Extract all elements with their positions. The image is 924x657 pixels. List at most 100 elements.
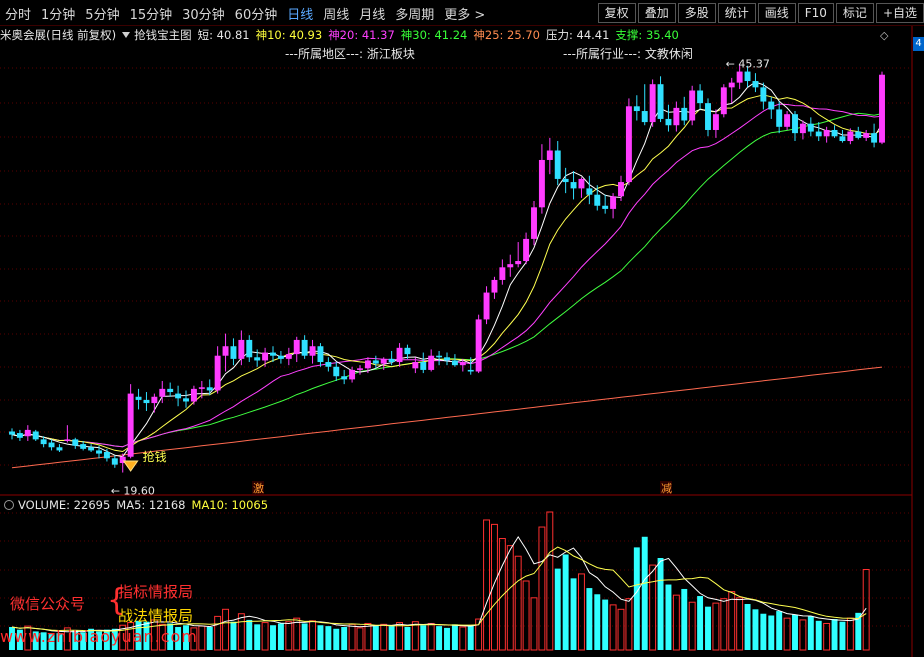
candle-body bbox=[9, 431, 15, 435]
shen20-value: 神20: 41.37 bbox=[328, 28, 395, 42]
volume-bar bbox=[783, 617, 791, 651]
tool-button-3[interactable]: 统计 bbox=[717, 3, 756, 23]
candle-body bbox=[673, 107, 680, 126]
tab-timeframe-3[interactable]: 15分钟 bbox=[129, 7, 173, 23]
tab-timeframe-2[interactable]: 5分钟 bbox=[85, 7, 120, 23]
volume-bar bbox=[712, 602, 720, 651]
volume-bar bbox=[609, 604, 617, 651]
candle-body bbox=[206, 387, 213, 391]
watermark-line1: 指标情报局 bbox=[118, 583, 194, 601]
tab-timeframe-5[interactable]: 60分钟 bbox=[234, 7, 278, 23]
candle-body bbox=[792, 114, 798, 134]
candle-body bbox=[444, 357, 450, 361]
volume-bar bbox=[799, 619, 807, 651]
event-marker-2: 减 bbox=[661, 482, 672, 495]
tab-timeframe-1[interactable]: 1分钟 bbox=[41, 7, 76, 23]
candle-body bbox=[293, 339, 300, 355]
tab-timeframe-4[interactable]: 30分钟 bbox=[182, 7, 225, 23]
tab-timeframe-7[interactable]: 周线 bbox=[323, 7, 350, 23]
candle-body bbox=[420, 362, 427, 370]
volume-bar bbox=[277, 623, 284, 650]
volume-bar bbox=[862, 569, 870, 651]
candle-body bbox=[625, 106, 632, 183]
volume-bar bbox=[135, 620, 142, 650]
tab-timeframe-6[interactable]: 日线 bbox=[287, 7, 314, 23]
candle-body bbox=[222, 346, 229, 356]
tool-button-4[interactable]: 画线 bbox=[757, 3, 796, 23]
volume-bar bbox=[815, 620, 822, 650]
tab-timeframe-0[interactable]: 分时 bbox=[5, 7, 32, 23]
ma-yellow-line bbox=[11, 94, 883, 453]
candle-body bbox=[871, 133, 878, 143]
volume-bar bbox=[697, 596, 704, 650]
tool-button-2[interactable]: 多股 bbox=[677, 3, 716, 23]
candle-body bbox=[855, 131, 862, 138]
ma-green-line bbox=[11, 112, 883, 448]
marker-box bbox=[252, 481, 264, 494]
period-toolbar: 分时 1分钟 5分钟 15分钟 30分钟 60分钟 日线 周线 月线 多周期 更多 > 复权 叠加 多股… bbox=[0, 0, 924, 26]
tool-buttons: 复权 叠加 多股 统计 画线 F10 标记 +自选 bbox=[596, 3, 924, 23]
volume-bar bbox=[143, 621, 150, 650]
volume-bar bbox=[237, 613, 245, 651]
tab-timeframe-10[interactable]: 更多 > bbox=[444, 7, 486, 23]
region-label: ---所属地区---: 浙江板块 bbox=[285, 47, 415, 61]
tool-button-1[interactable]: 叠加 bbox=[637, 3, 676, 23]
tab-timeframe-9[interactable]: 多周期 bbox=[395, 7, 435, 23]
candle-body bbox=[151, 396, 158, 404]
volume-bar bbox=[56, 633, 63, 650]
volume-bar bbox=[158, 623, 166, 651]
candle-body bbox=[159, 388, 166, 397]
volume-bar bbox=[150, 619, 158, 651]
volume-value: VOLUME: 22695 bbox=[18, 498, 111, 512]
volume-info-line: VOLUME: 22695 MA5: 12168 MA10: 10065 bbox=[4, 497, 274, 513]
volume-bar bbox=[831, 619, 838, 650]
tool-button-0[interactable]: 复权 bbox=[597, 3, 636, 23]
candle-body bbox=[578, 178, 585, 189]
volume-bar bbox=[63, 627, 71, 651]
candle-body bbox=[649, 84, 656, 123]
buy-signal-label: 抢钱 bbox=[143, 449, 167, 464]
settings-circle-icon[interactable] bbox=[4, 500, 14, 510]
candle-body bbox=[515, 261, 522, 265]
candle-body bbox=[301, 339, 308, 356]
candle-body bbox=[728, 82, 735, 88]
volume-bar bbox=[514, 555, 522, 651]
industry-label: ---所属行业---: 文教休闲 bbox=[563, 47, 693, 61]
volume-bar bbox=[720, 598, 728, 651]
candle-body bbox=[523, 238, 530, 261]
volume-bar bbox=[24, 625, 32, 651]
candle-body bbox=[483, 292, 490, 320]
candle-body bbox=[847, 131, 854, 142]
tool-button-7[interactable]: +自选 bbox=[875, 3, 924, 23]
dropdown-icon[interactable] bbox=[122, 32, 131, 38]
volume-bar bbox=[744, 604, 751, 650]
volume-bar bbox=[325, 626, 332, 650]
volume-bar bbox=[649, 564, 657, 651]
volume-ma10-line bbox=[11, 546, 867, 632]
volume-bar bbox=[285, 621, 293, 651]
candle-body bbox=[736, 71, 743, 83]
volume-bar bbox=[657, 558, 664, 650]
tool-button-6[interactable]: 标记 bbox=[835, 3, 874, 23]
volume-bar bbox=[198, 625, 206, 651]
indicator-name[interactable]: 抢钱宝主图 bbox=[134, 28, 192, 42]
volume-bar bbox=[261, 622, 269, 651]
tool-button-5[interactable]: F10 bbox=[797, 3, 834, 23]
volume-bar bbox=[570, 578, 577, 650]
tab-timeframe-8[interactable]: 月线 bbox=[359, 7, 386, 23]
candle-body bbox=[246, 339, 253, 358]
volume-bar bbox=[681, 588, 688, 650]
volume-bar bbox=[167, 623, 174, 650]
indicator-info-line: 米奥会展(日线 前复权) 抢钱宝主图 短: 40.81 神10: 40.93 神… bbox=[0, 26, 900, 44]
volume-bar bbox=[641, 536, 648, 650]
candle-body bbox=[538, 159, 545, 208]
diamond-icon[interactable]: ◇ bbox=[880, 29, 889, 42]
volume-bar bbox=[444, 627, 450, 650]
candle-body bbox=[689, 90, 696, 121]
volume-bar bbox=[190, 627, 198, 651]
candle-body bbox=[776, 109, 783, 127]
candle-body bbox=[768, 101, 775, 110]
candle-body bbox=[499, 267, 506, 280]
candle-body bbox=[372, 360, 379, 364]
